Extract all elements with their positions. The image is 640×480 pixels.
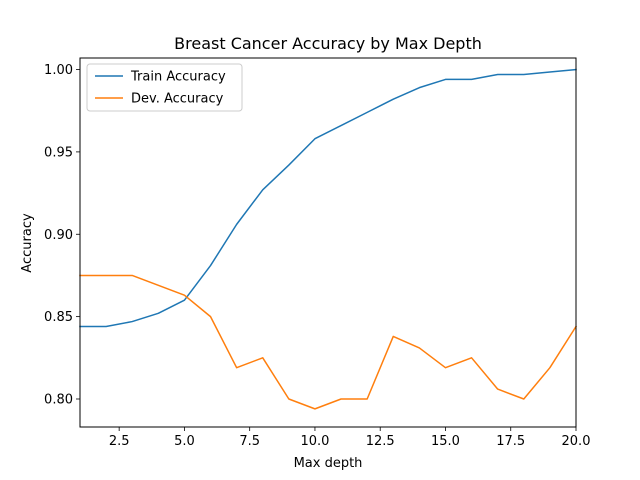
x-tick-label: 10.0 bbox=[300, 434, 329, 449]
legend-label: Train Accuracy bbox=[130, 70, 226, 85]
y-axis-label: Accuracy bbox=[20, 213, 35, 273]
x-tick-label: 5.0 bbox=[174, 434, 195, 449]
legend: Train Accuracy Dev. Accuracy bbox=[86, 63, 243, 112]
legend-box bbox=[86, 63, 243, 112]
x-axis-ticks: 2.5 5.0 7.5 10.0 12.5 15.0 17.5 20.0 bbox=[109, 427, 591, 449]
series-line-1 bbox=[79, 68, 577, 328]
x-tick-label: 20.0 bbox=[562, 434, 591, 449]
x-axis-label: Max depth bbox=[294, 456, 363, 471]
plot-area bbox=[79, 57, 578, 428]
series-line-2 bbox=[79, 274, 578, 410]
y-tick-label: 0.90 bbox=[44, 228, 73, 243]
y-axis-ticks: 0.80 0.85 0.90 0.95 1.00 bbox=[44, 63, 80, 407]
x-tick-label: 7.5 bbox=[239, 434, 260, 449]
chart-title: Breast Cancer Accuracy by Max Depth bbox=[174, 34, 482, 53]
y-tick-label: 0.80 bbox=[44, 392, 73, 407]
legend-label: Dev. Accuracy bbox=[131, 92, 224, 107]
y-tick-label: 0.85 bbox=[44, 310, 73, 325]
x-tick-label: 2.5 bbox=[109, 434, 130, 449]
y-tick-label: 0.95 bbox=[44, 145, 73, 160]
x-tick-label: 12.5 bbox=[366, 434, 395, 449]
y-tick-label: 1.00 bbox=[44, 63, 73, 78]
x-tick-label: 17.5 bbox=[496, 434, 525, 449]
x-tick-label: 15.0 bbox=[431, 434, 460, 449]
axes-frame bbox=[79, 57, 577, 428]
